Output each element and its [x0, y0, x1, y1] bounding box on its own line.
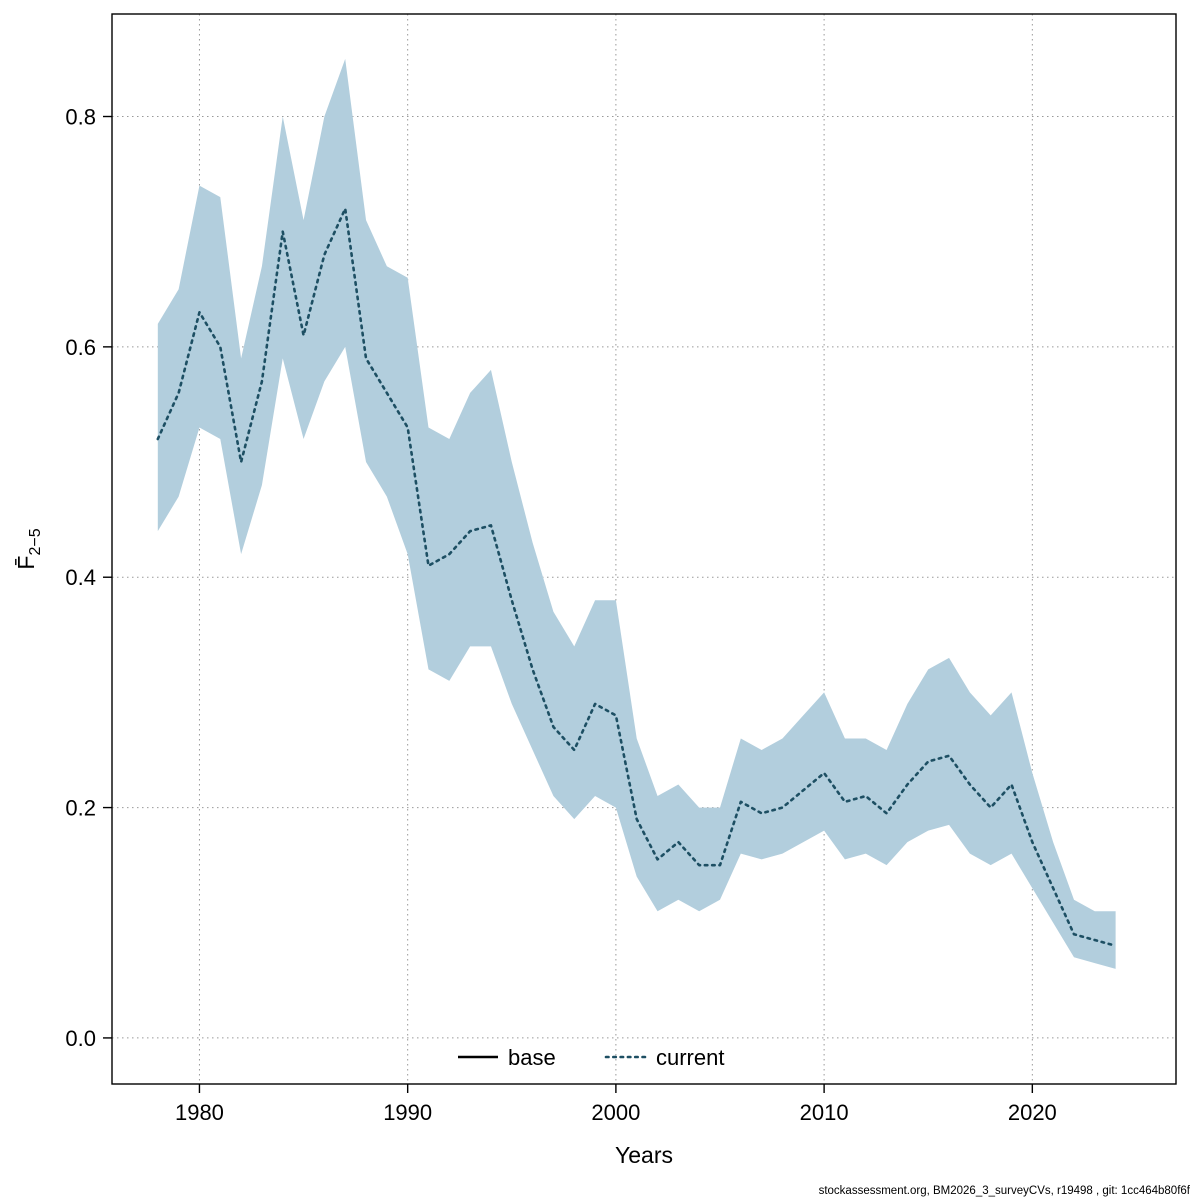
confidence-band: [157, 58, 1116, 969]
x-tick-label: 2000: [591, 1100, 640, 1125]
legend: base current: [458, 1045, 724, 1070]
y-axis-label: F̄2−5: [13, 528, 44, 569]
series-current-line: [156, 207, 1117, 948]
y-tick-label: 0.6: [65, 335, 96, 360]
x-tick-label: 1990: [383, 1100, 432, 1125]
x-axis-label: Years: [615, 1142, 673, 1168]
plot-border: [111, 13, 1177, 1085]
axis-tick-labels: 1980 1990 2000 2010 2020 0.0 0.2 0.4 0.6 0.8: [65, 105, 1056, 1125]
y-tick-label: 0.4: [65, 565, 96, 590]
x-tick-label: 1980: [175, 1100, 224, 1125]
x-tick-label: 2020: [1008, 1100, 1057, 1125]
footer-text: stockassessment.org, BM2026_3_surveyCVs,…: [818, 1185, 1190, 1197]
legend-base-label: base: [508, 1045, 556, 1070]
y-tick-label: 0.8: [65, 105, 96, 130]
gridlines: [112, 14, 1176, 1084]
x-tick-label: 2010: [800, 1100, 849, 1125]
axis-ticks: [103, 115, 1034, 1093]
legend-current-label: current: [656, 1045, 724, 1070]
y-tick-label: 0.0: [65, 1026, 96, 1051]
y-tick-label: 0.2: [65, 796, 96, 821]
